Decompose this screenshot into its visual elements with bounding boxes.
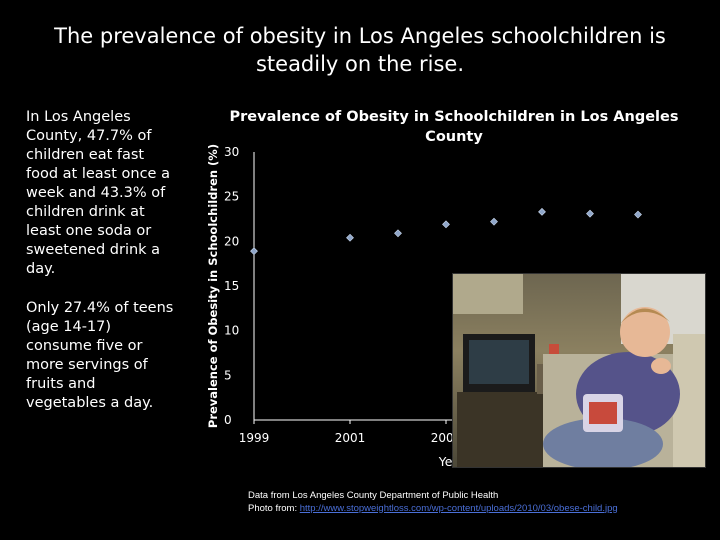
chart-panel: Prevalence of Obesity in Schoolchildren …	[174, 92, 710, 480]
y-tick-label: 30	[224, 145, 239, 159]
y-axis-label: Prevalence of Obesity in Schoolchildren …	[206, 144, 220, 428]
y-tick-label: 20	[224, 234, 239, 248]
source-footer: Data from Los Angeles County Department …	[248, 490, 718, 515]
data-point	[394, 229, 402, 238]
side-text: In Los Angeles County, 47.7% of children…	[26, 108, 174, 433]
y-tick-label: 0	[224, 413, 232, 427]
data-source-line: Data from Los Angeles County Department …	[248, 490, 499, 501]
data-point	[538, 207, 546, 216]
data-point	[490, 217, 498, 226]
chart-title: Prevalence of Obesity in Schoolchildren …	[230, 109, 679, 145]
x-tick-label: 1999	[239, 431, 270, 445]
data-point	[586, 209, 594, 218]
photo-source-prefix: Photo from:	[248, 502, 300, 514]
side-paragraph-fruits-vegetables: Only 27.4% of teens (age 14-17) consume …	[26, 300, 174, 411]
child-watching-tv-photo	[452, 273, 706, 468]
y-tick-label: 5	[224, 368, 232, 382]
x-tick-label: 2001	[335, 431, 366, 445]
data-point	[634, 210, 642, 219]
y-tick-label: 10	[224, 324, 239, 338]
data-point	[250, 247, 258, 256]
slide-title: The prevalence of obesity in Los Angeles…	[54, 24, 666, 76]
side-paragraph-fast-food: In Los Angeles County, 47.7% of children…	[26, 109, 170, 277]
data-point	[346, 233, 354, 242]
data-point	[442, 220, 450, 229]
photo-source-link[interactable]: http://www.stopweightloss.com/wp-content…	[299, 502, 618, 514]
y-tick-label: 25	[224, 190, 239, 204]
obesity-chart: Prevalence of Obesity in Schoolchildren …	[206, 109, 686, 469]
y-tick-label: 15	[224, 279, 239, 293]
photo-source-line: Photo from: http://www.stopweightloss.co…	[248, 503, 718, 516]
